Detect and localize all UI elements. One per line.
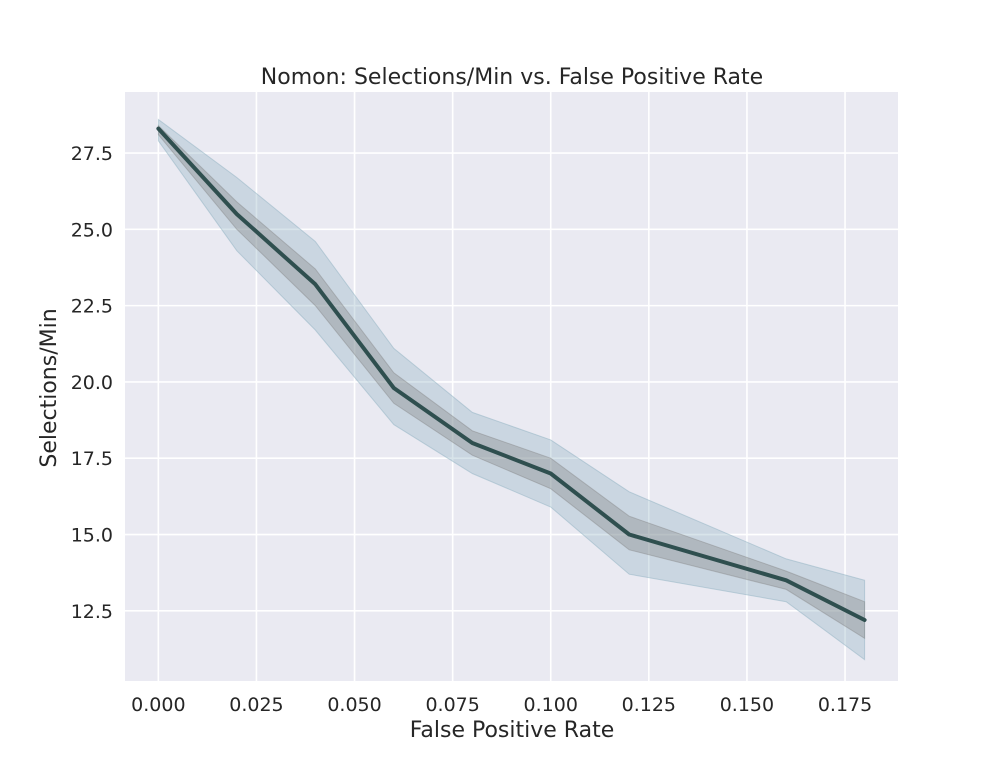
plot-area [125, 92, 898, 681]
y-tick-label: 20.0 [71, 372, 113, 394]
x-tick-label: 0.000 [131, 694, 185, 716]
outer-confidence-band [157, 118, 866, 661]
x-axis-label: False Positive Rate [410, 718, 614, 743]
y-tick-label: 25.0 [71, 219, 113, 241]
y-axis-label: Selections/Min [37, 308, 62, 467]
x-axis-ticks: 0.000 0.025 0.050 0.075 0.100 0.125 0.150 0.175 [131, 694, 872, 716]
chart-title: Nomon: Selections/Min vs. False Positive… [261, 65, 763, 90]
series-line [156, 126, 867, 622]
x-tick-label: 0.050 [327, 694, 381, 716]
x-tick-label: 0.125 [622, 694, 676, 716]
series-lines [156, 126, 867, 622]
x-tick-label: 0.150 [720, 694, 774, 716]
x-tick-label: 0.175 [818, 694, 872, 716]
confidence-bands [157, 118, 866, 661]
y-tick-label: 27.5 [71, 143, 113, 165]
y-tick-label: 15.0 [71, 525, 113, 547]
x-tick-label: 0.100 [524, 694, 578, 716]
x-tick-label: 0.075 [425, 694, 479, 716]
y-axis-ticks: 12.5 15.0 17.5 20.0 22.5 25.0 27.5 [71, 143, 113, 623]
x-tick-label: 0.025 [229, 694, 283, 716]
y-tick-label: 12.5 [71, 601, 113, 623]
y-tick-label: 17.5 [71, 448, 113, 470]
inner-confidence-band [157, 124, 866, 640]
y-tick-label: 22.5 [71, 296, 113, 318]
